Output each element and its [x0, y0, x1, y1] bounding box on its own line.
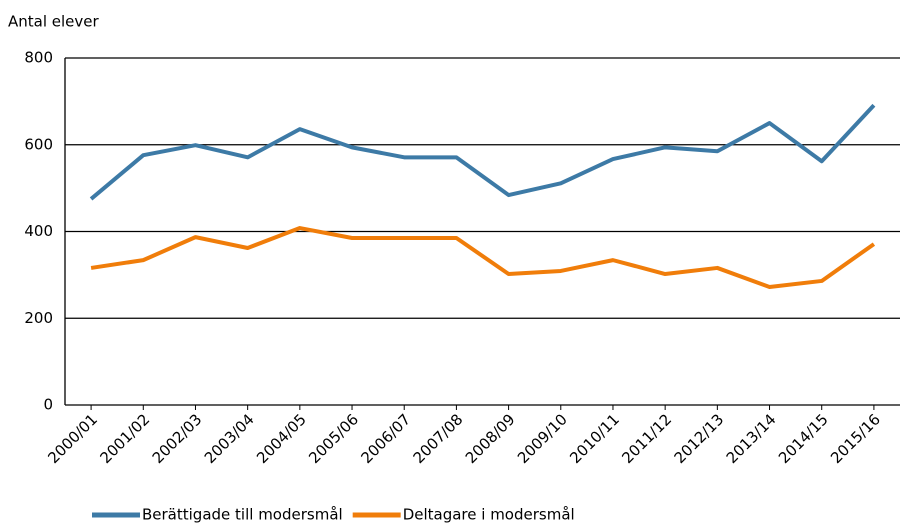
y-tick-label: 200: [24, 309, 53, 327]
x-tick-label: 2001/02: [96, 410, 153, 467]
y-tick-label: 0: [43, 396, 53, 414]
x-tick-label: 2009/10: [514, 410, 571, 467]
y-tick-label: 400: [24, 222, 53, 240]
x-tick-label: 2013/14: [723, 410, 780, 467]
series-line: [90, 226, 876, 290]
x-tick-label: 2006/07: [357, 410, 414, 467]
x-tick-label: 2003/04: [201, 410, 258, 467]
x-tick-label: 2011/12: [618, 410, 675, 467]
y-tick-label: 800: [24, 49, 53, 67]
x-tick-label: 2014/15: [775, 410, 832, 467]
y-tick-label: 600: [24, 135, 53, 153]
y-axis-title: Antal elever: [8, 13, 100, 31]
x-tick-label: 2008/09: [462, 410, 519, 467]
legend-label: Deltagare i modersmål: [403, 506, 575, 524]
series-line: [89, 103, 876, 201]
x-tick-label: 2005/06: [305, 410, 362, 467]
x-tick-label: 2012/13: [671, 410, 728, 467]
x-tick-label: 2002/03: [149, 410, 206, 467]
x-tick-label: 2007/08: [410, 410, 467, 467]
legend-label: Berättigade till modersmål: [142, 506, 343, 524]
x-tick-label: 2015/16: [827, 410, 884, 467]
x-tick-label: 2010/11: [566, 410, 623, 467]
x-tick-label: 2000/01: [44, 410, 101, 467]
x-tick-label: 2004/05: [253, 410, 310, 467]
